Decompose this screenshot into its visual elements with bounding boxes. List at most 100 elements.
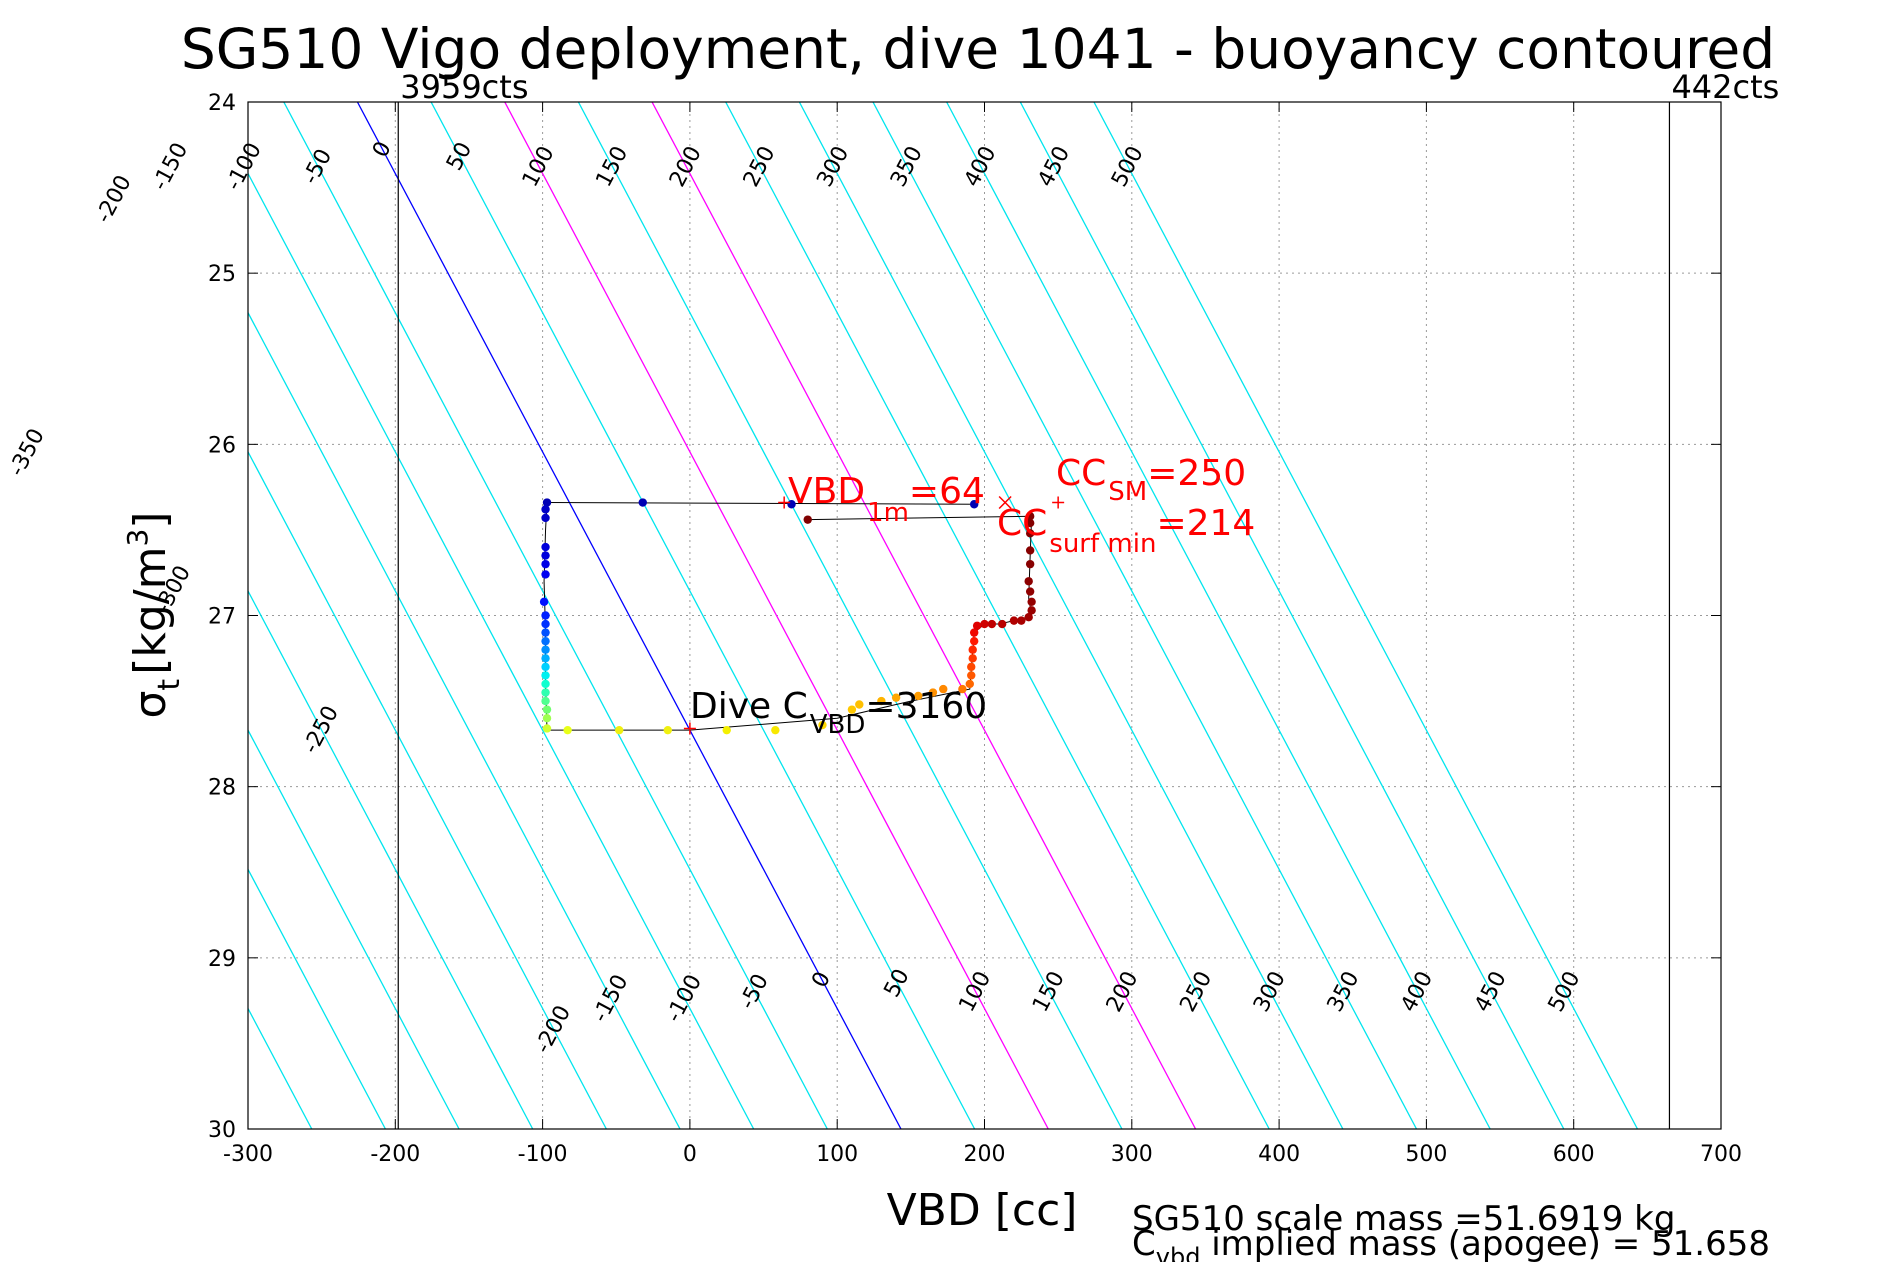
data-point <box>541 696 550 706</box>
data-point <box>541 671 550 680</box>
data-point <box>969 628 979 637</box>
reference-marker <box>778 496 791 509</box>
data-point <box>967 662 976 672</box>
contour-label: 250 <box>739 142 781 191</box>
contour-line <box>283 102 828 1129</box>
contour-label: -50 <box>298 145 337 188</box>
contour-line <box>725 102 1270 1129</box>
contour-label: -100 <box>662 971 707 1027</box>
y-tick-label: 26 <box>208 433 236 458</box>
contour-line <box>356 102 902 1129</box>
contour-label: 400 <box>960 142 1002 191</box>
contour-label: 0 <box>807 968 836 992</box>
contour-line <box>946 102 1491 1129</box>
contour-label: -150 <box>148 139 193 195</box>
data-point <box>1025 512 1035 521</box>
data-point <box>987 619 997 629</box>
contour-label: 200 <box>665 142 707 191</box>
data-point <box>972 621 982 630</box>
data-point <box>1027 597 1036 607</box>
x-tick-label: 600 <box>1553 1142 1595 1167</box>
data-point <box>1025 518 1035 528</box>
count-limit-label: 3959cts <box>400 68 528 106</box>
x-tick-label: 300 <box>1111 1142 1153 1167</box>
data-point <box>539 597 549 607</box>
contour-line <box>577 102 1123 1129</box>
y-tick-label: 30 <box>208 1118 236 1143</box>
data-point <box>855 700 864 709</box>
data-point <box>914 691 923 701</box>
data-point <box>1025 587 1035 596</box>
x-tick-label: 200 <box>964 1142 1006 1167</box>
x-tick-label: 700 <box>1700 1142 1742 1167</box>
data-point <box>614 725 624 735</box>
data-point <box>663 725 673 735</box>
x-tick-label: 0 <box>683 1142 697 1167</box>
contour-label: 0 <box>368 138 397 162</box>
data-point <box>541 542 550 552</box>
x-tick-label: -300 <box>223 1142 273 1167</box>
contour-label: 200 <box>1102 967 1144 1016</box>
x-tick-label: -100 <box>518 1142 568 1167</box>
data-point <box>1017 616 1026 625</box>
data-point <box>541 636 550 646</box>
data-point <box>542 705 552 714</box>
contour-label: -100 <box>221 139 266 195</box>
data-point <box>958 684 967 694</box>
contour-label: 500 <box>1544 967 1586 1016</box>
axis-ticks: -300 -200 -100 0 100 200 300 400 500 600 700242526… <box>208 91 1742 1167</box>
contour-label: 350 <box>1323 967 1365 1016</box>
y-tick-label: 24 <box>208 91 236 116</box>
contour-label: 50 <box>880 965 915 1001</box>
contour-label: 300 <box>812 142 854 191</box>
contour-label: -200 <box>91 171 136 227</box>
dive-points <box>539 498 1036 735</box>
data-point <box>563 725 572 735</box>
contour-label: -250 <box>298 702 343 758</box>
contour-label: 100 <box>518 142 560 191</box>
contour-line <box>248 589 534 1129</box>
contour-labels: -400-350-300-250-200-150-100-50050100150… <box>4 138 1586 1058</box>
data-point <box>771 725 780 735</box>
contour-label: 250 <box>1175 967 1217 1016</box>
y-axis-label: σt[kg/m3] <box>121 512 187 719</box>
data-point <box>542 724 552 733</box>
contour-line <box>248 728 460 1129</box>
data-point <box>541 688 550 697</box>
x-tick-label: -200 <box>370 1142 420 1167</box>
data-point <box>1025 559 1035 569</box>
data-point <box>541 679 550 689</box>
buoyancy-contours <box>248 102 1639 1129</box>
data-point <box>541 619 550 629</box>
data-point <box>968 654 977 663</box>
data-point <box>847 705 857 714</box>
data-point <box>722 725 731 735</box>
contour-line <box>798 102 1344 1129</box>
contour-line <box>1093 102 1639 1129</box>
contour-line <box>430 102 976 1129</box>
reference-marker <box>1052 496 1065 509</box>
contour-label: -50 <box>735 970 774 1013</box>
scale-mass-text: SG510 scale mass =51.6919 kg <box>1132 1199 1675 1239</box>
reference-marker <box>998 495 1012 510</box>
contour-label: 450 <box>1470 967 1512 1016</box>
data-point <box>969 500 979 509</box>
contour-line <box>872 102 1418 1129</box>
contour-label: 150 <box>1028 967 1070 1016</box>
contour-label: 150 <box>591 142 633 191</box>
y-tick-label: 28 <box>208 776 236 801</box>
contour-label: 300 <box>1249 967 1291 1016</box>
data-point <box>1025 529 1035 538</box>
data-point <box>803 515 812 524</box>
contour-label: 500 <box>1107 142 1149 191</box>
x-tick-label: 400 <box>1258 1142 1300 1167</box>
data-point <box>928 688 938 697</box>
x-tick-label: 500 <box>1405 1142 1447 1167</box>
contour-label: 450 <box>1033 142 1075 191</box>
cc-sm-annotation: CCSM=250 <box>1056 453 1246 507</box>
data-point <box>1024 613 1033 622</box>
data-point <box>877 696 886 706</box>
data-point <box>541 513 550 523</box>
data-point <box>541 654 550 663</box>
contour-line <box>248 867 386 1129</box>
